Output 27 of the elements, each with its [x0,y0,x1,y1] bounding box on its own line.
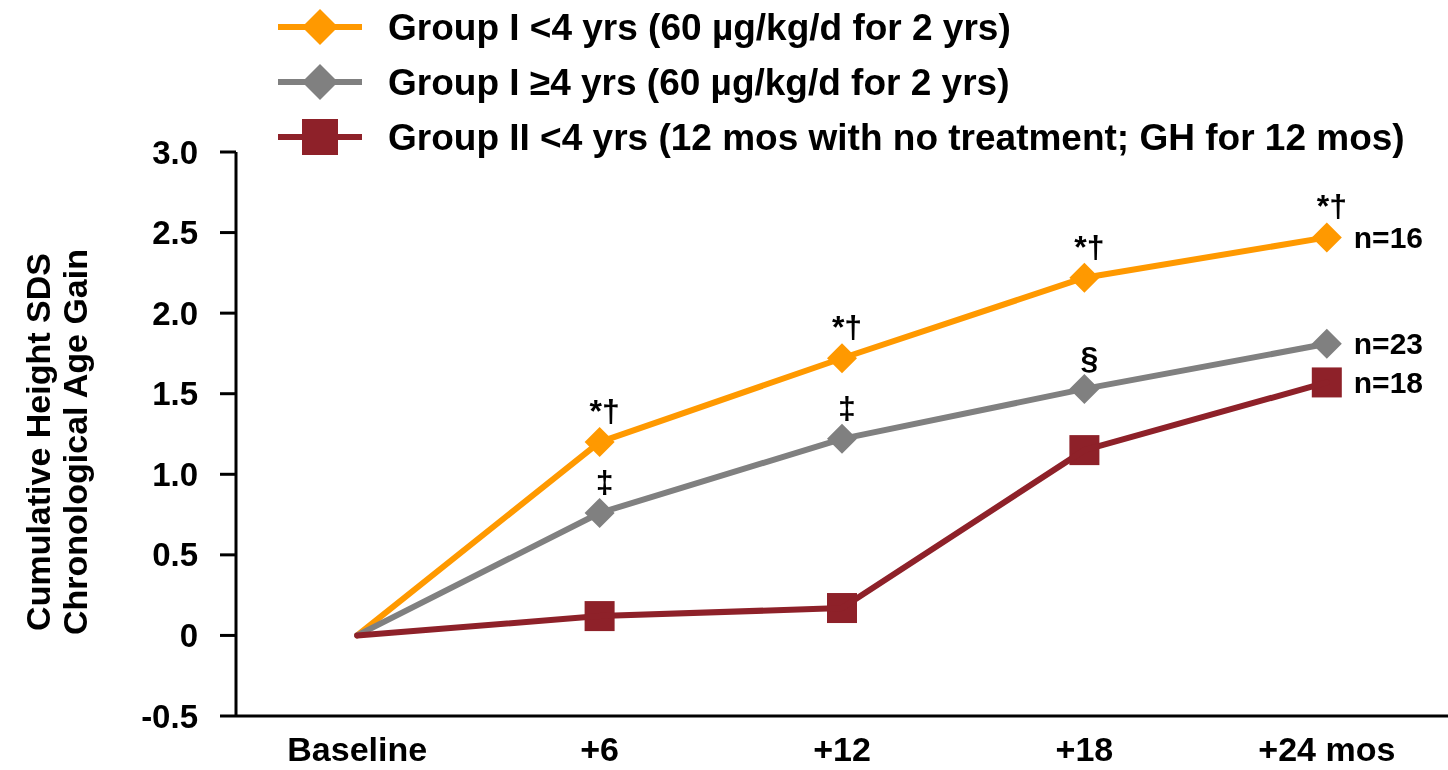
legend-label: Group I <4 yrs (60 µg/kg/d for 2 yrs) [388,6,1011,48]
annotation: n=23 [1353,327,1424,361]
x-tick-label: +12 [813,730,871,768]
y-tick-label: -0.5 [141,697,198,735]
y-axis-title: Cumulative Height SDS Chronological Age Gain [19,249,94,635]
legend-label: Group II <4 yrs (12 mos with no treatment; GH for 12 mos) [388,116,1405,158]
annotation: n=18 [1353,365,1424,399]
annotation: *† [831,309,863,346]
y-tick-label: 0.5 [152,536,198,574]
annotation: ‡ [838,389,856,426]
annotation: § [1080,339,1099,376]
annotation: *† [1316,188,1347,225]
x-tick-label: +24 mos [1258,730,1396,768]
legend-label: Group I ≥4 yrs (60 µg/kg/d for 2 yrs) [388,61,1010,103]
annotation: n=16 [1353,220,1424,254]
y-tick-label: 3.0 [152,133,198,171]
annotation: *† [1074,228,1105,265]
y-tick-label: 0 [179,616,198,654]
x-tick-label: +6 [580,730,619,768]
x-tick-label: +18 [1055,730,1114,768]
y-tick-label: 1.0 [152,455,198,493]
y-tick-label: 1.5 [152,375,198,413]
y-tick-label: 2.0 [152,294,198,332]
annotation: ‡ [595,463,614,500]
x-tick-label: Baseline [287,730,428,768]
y-tick-label: 2.5 [152,214,198,252]
annotation: *† [589,393,620,430]
